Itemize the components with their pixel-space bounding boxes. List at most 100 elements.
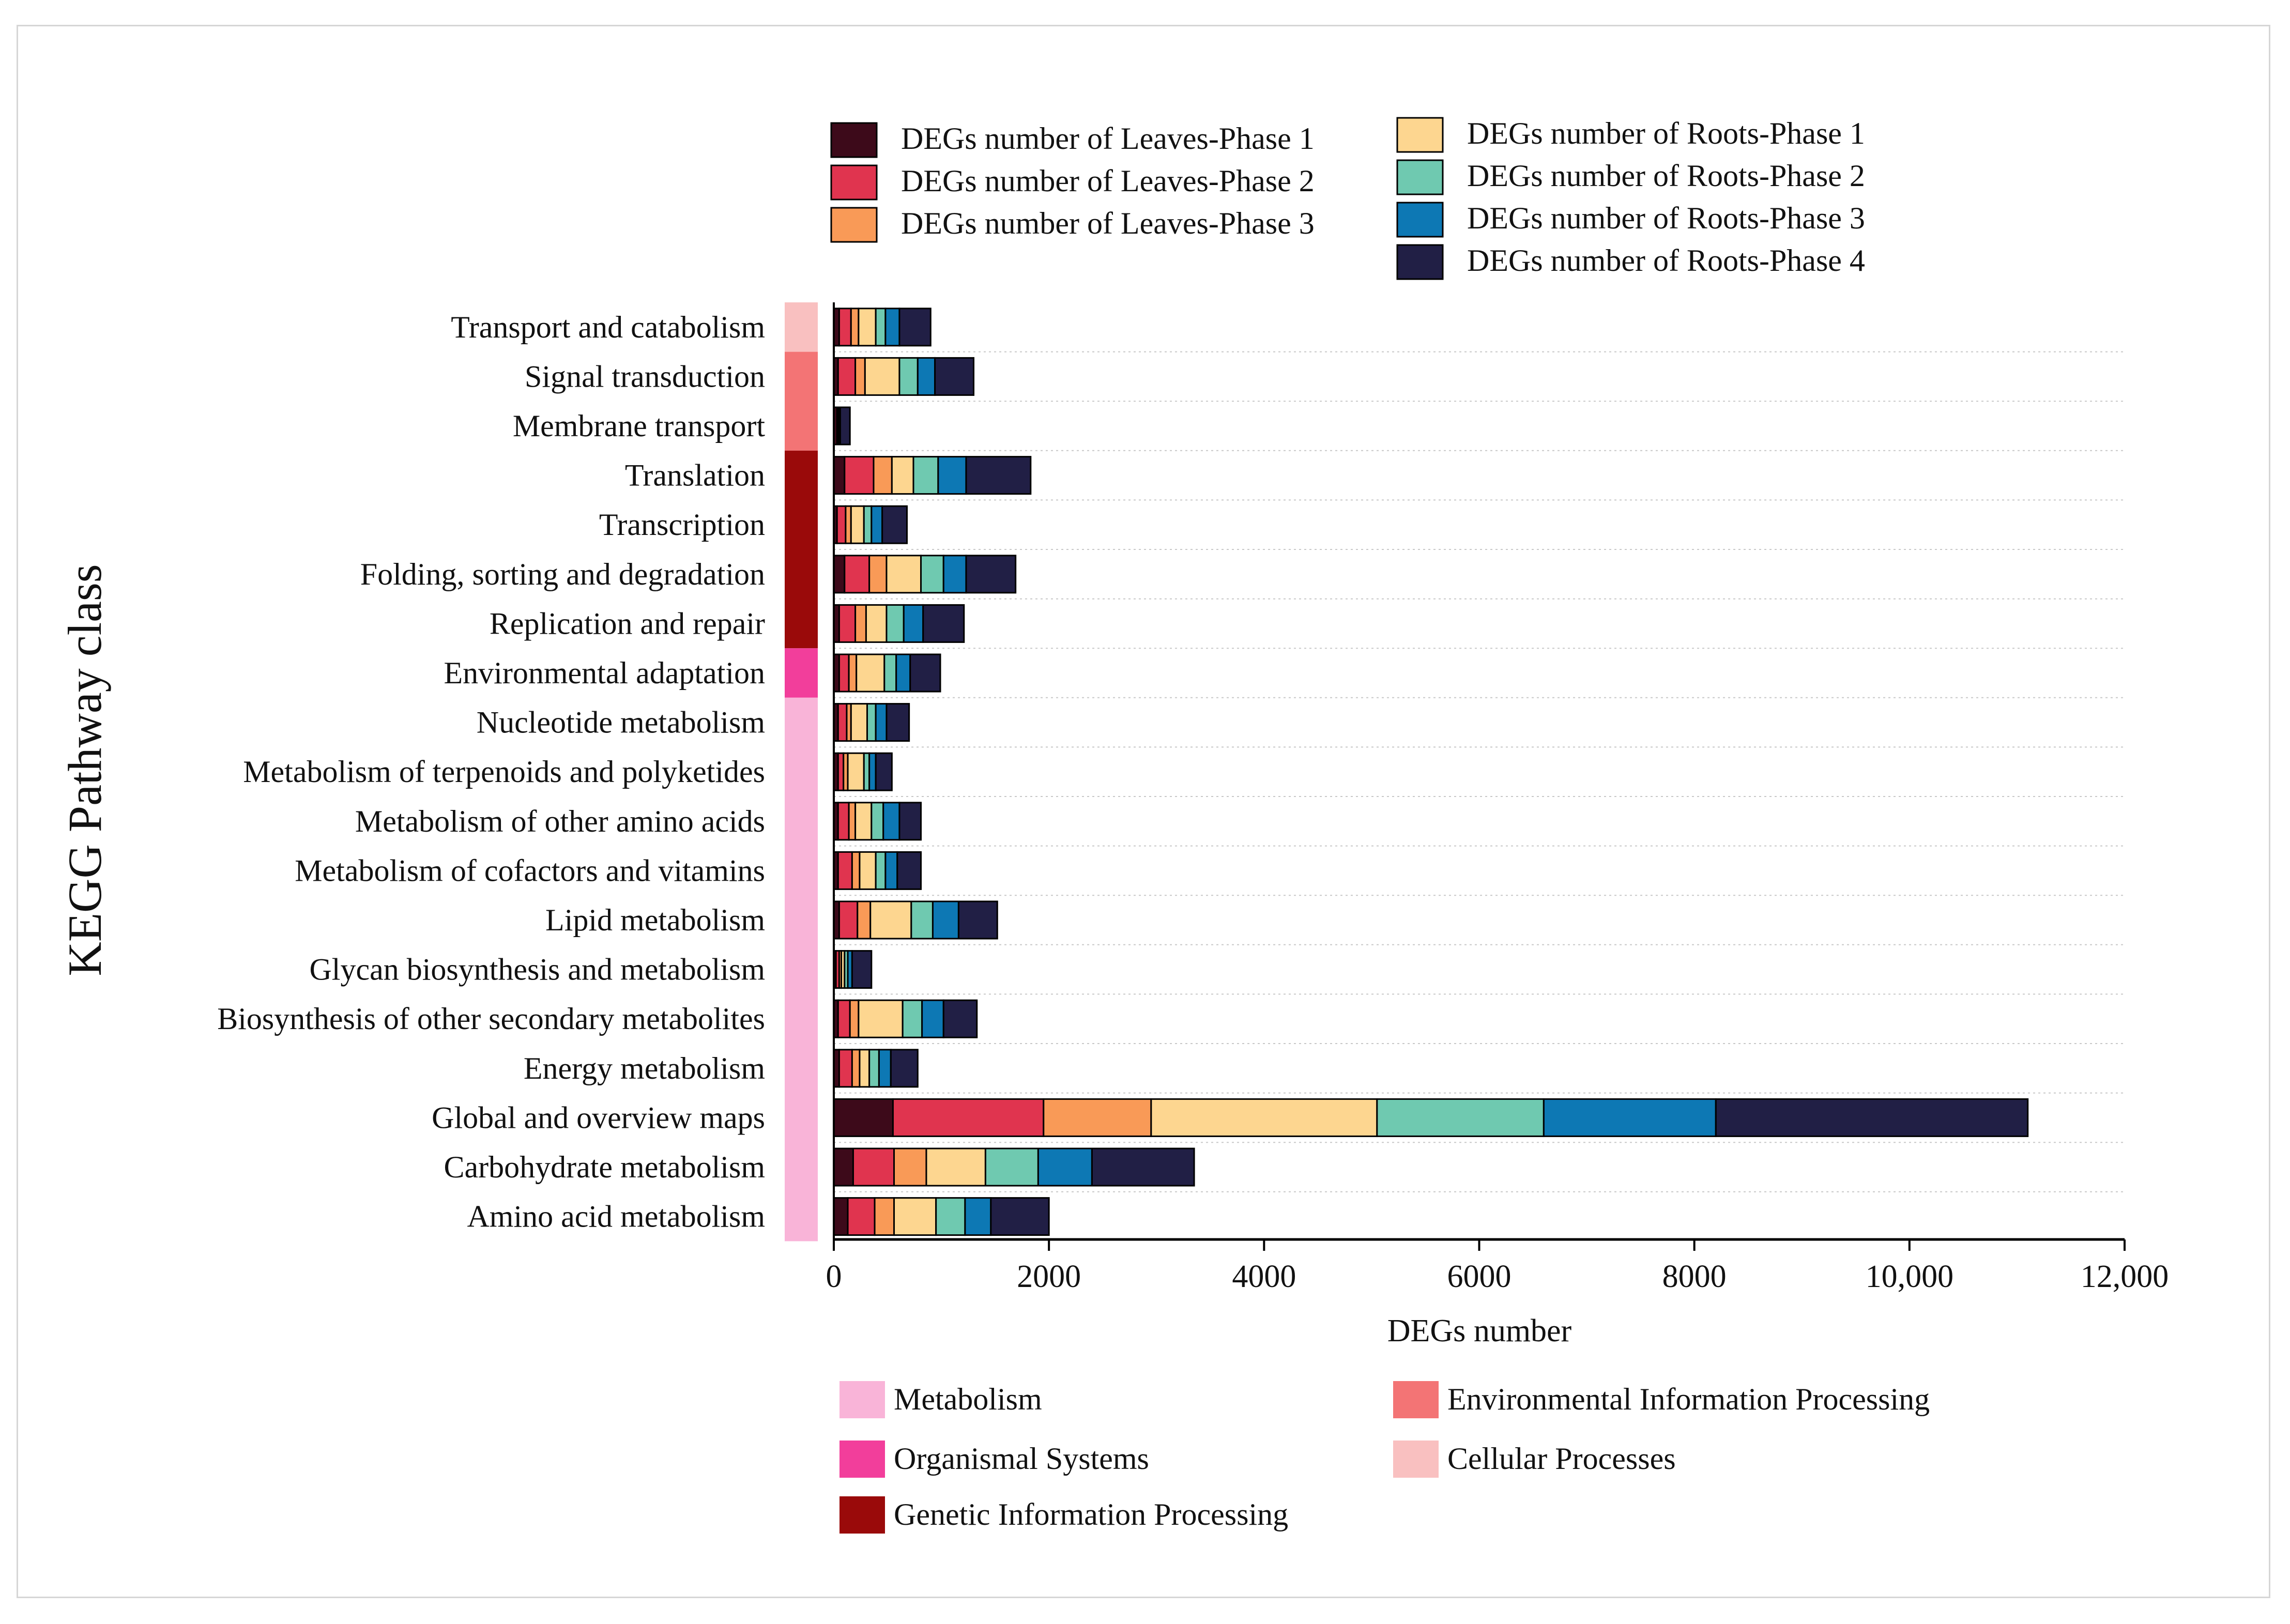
legend-swatch-s3 (830, 207, 878, 243)
bar-metabolism-of-cofactors-and-vitamins-s4 (859, 851, 877, 890)
legend-swatch-s7 (1396, 244, 1444, 280)
x-ticks: 0 2000 4000 6000 8000 10,000 12,000 (826, 1239, 2169, 1294)
legend-label-s6: DEGs number of Roots-Phase 3 (1467, 201, 1865, 235)
legend-label-s4: DEGs number of Roots-Phase 1 (1467, 116, 1865, 150)
bar-replication-and-repair-s7 (922, 604, 965, 643)
bar-replication-and-repair-s2 (838, 604, 857, 643)
legend-label-s1: DEGs number of Leaves-Phase 1 (901, 121, 1315, 156)
bar-nucleotide-metabolism-s4 (850, 703, 868, 742)
bar-translation-s7 (965, 456, 1032, 495)
bar-transport-and-catabolism-s5 (875, 308, 887, 347)
bar-metabolism-of-other-amino-acids-s3 (848, 802, 857, 841)
bar-nucleotide-metabolism-s2 (837, 703, 848, 742)
group-legend-swatch-cellular-processes (1393, 1441, 1439, 1478)
bar-signal-transduction-s5 (898, 357, 919, 396)
group-legend-swatch-organismal-systems (839, 1441, 885, 1478)
bar-lipid-metabolism-s5 (910, 900, 934, 940)
bar-biosynthesis-of-other-secondary-metabolites-s3 (849, 999, 860, 1038)
bar-membrane-transport-s7 (839, 406, 851, 446)
group-legend-label-organismal-systems: Organismal Systems (894, 1442, 1149, 1476)
bar-metabolism-of-terpenoids-and-polyketides-s4 (847, 752, 865, 791)
bar-transport-and-catabolism-s4 (858, 308, 877, 347)
bar-transport-and-catabolism-s7 (898, 308, 932, 347)
bar-transcription-s2 (836, 505, 847, 544)
x-tick-label: 4000 (1232, 1259, 1296, 1294)
bar-amino-acid-metabolism-s4 (893, 1197, 937, 1236)
bar-global-and-overview-maps-s1 (833, 1098, 894, 1137)
bar-metabolism-of-terpenoids-and-polyketides-s2 (837, 752, 845, 791)
bar-energy-metabolism-s4 (859, 1049, 871, 1088)
category-label: Translation (625, 458, 765, 493)
category-label: Transcription (599, 508, 765, 542)
bar-environmental-adaptation-s6 (895, 653, 911, 693)
bar-folding-sorting-and-degradation-s5 (920, 555, 944, 594)
group-legend-label-genetic-information-processing: Genetic Information Processing (894, 1497, 1288, 1531)
bar-signal-transduction-s6 (917, 357, 936, 396)
group-legend: Metabolism Environmental Information Proc… (839, 1381, 1930, 1534)
bar-metabolism-of-cofactors-and-vitamins-s6 (884, 851, 898, 890)
category-label: Carbohydrate metabolism (444, 1150, 765, 1184)
category-label: Lipid metabolism (545, 903, 765, 937)
group-legend-label-cellular-processes: Cellular Processes (1447, 1442, 1676, 1476)
legend-swatch-s5 (1396, 159, 1444, 195)
category-label: Global and overview maps (432, 1100, 765, 1135)
bar-amino-acid-metabolism-s2 (847, 1197, 876, 1236)
bar-metabolism-of-terpenoids-and-polyketides-s6 (868, 752, 877, 791)
legend-swatch-s6 (1396, 202, 1444, 238)
legend-label-s3: DEGs number of Leaves-Phase 3 (901, 206, 1315, 240)
bar-transcription-s5 (863, 505, 873, 544)
legend-swatch-s1 (830, 122, 878, 158)
bar-metabolism-of-terpenoids-and-polyketides-s5 (863, 752, 871, 791)
category-label: Metabolism of cofactors and vitamins (295, 853, 765, 887)
group-strip-organismal-systems (785, 648, 818, 698)
bar-signal-transduction-s2 (837, 357, 857, 396)
bar-nucleotide-metabolism-s7 (886, 703, 910, 742)
bar-carbohydrate-metabolism-s2 (852, 1147, 895, 1187)
bar-metabolism-of-other-amino-acids-s6 (882, 802, 900, 841)
bar-global-and-overview-maps-s6 (1543, 1098, 1717, 1137)
legend-swatch-s4 (1396, 117, 1444, 153)
bar-translation-s6 (937, 456, 967, 495)
bar-translation-s4 (891, 456, 914, 495)
bar-signal-transduction-s4 (864, 357, 900, 396)
bar-translation-s1 (833, 456, 846, 495)
x-tick-label: 8000 (1662, 1259, 1727, 1294)
figure-frame (17, 25, 2270, 1598)
bar-global-and-overview-maps-s2 (892, 1098, 1045, 1137)
bar-glycan-biosynthesis-and-metabolism-s7 (851, 950, 873, 989)
bar-lipid-metabolism-s4 (869, 900, 912, 940)
bar-carbohydrate-metabolism-s6 (1037, 1147, 1093, 1187)
bar-environmental-adaptation-s5 (883, 653, 897, 693)
bar-folding-sorting-and-degradation-s4 (886, 555, 922, 594)
bar-transcription-s7 (881, 505, 908, 544)
bar-metabolism-of-cofactors-and-vitamins-s3 (851, 851, 861, 890)
category-label: Membrane transport (513, 409, 766, 443)
bar-replication-and-repair-s4 (865, 604, 888, 643)
bar-translation-s2 (844, 456, 875, 495)
category-label: Energy metabolism (524, 1051, 765, 1085)
x-tick-label: 10,000 (1866, 1259, 1954, 1294)
bar-amino-acid-metabolism-s1 (833, 1197, 849, 1236)
bar-metabolism-of-other-amino-acids-s7 (898, 802, 922, 841)
bar-amino-acid-metabolism-s3 (874, 1197, 895, 1236)
bar-global-and-overview-maps-s3 (1043, 1098, 1152, 1137)
bar-lipid-metabolism-s7 (957, 900, 998, 940)
category-label: Metabolism of terpenoids and polyketides (243, 755, 765, 789)
bar-carbohydrate-metabolism-s4 (925, 1147, 986, 1187)
category-label: Signal transduction (525, 359, 765, 393)
bar-amino-acid-metabolism-s7 (990, 1197, 1050, 1236)
x-tick-label: 6000 (1447, 1259, 1512, 1294)
bar-folding-sorting-and-degradation-s3 (868, 555, 888, 594)
bar-nucleotide-metabolism-s6 (875, 703, 888, 742)
group-legend-swatch-metabolism (839, 1381, 885, 1418)
bar-metabolism-of-cofactors-and-vitamins-s5 (875, 851, 887, 890)
bar-metabolism-of-cofactors-and-vitamins-s7 (896, 851, 922, 890)
category-label: Nucleotide metabolism (477, 706, 765, 740)
category-label: Amino acid metabolism (467, 1200, 765, 1234)
bar-environmental-adaptation-s3 (848, 653, 858, 693)
group-strip-environmental-information-processing (785, 351, 818, 451)
bar-transport-and-catabolism-s2 (838, 308, 852, 347)
legend-label-s5: DEGs number of Roots-Phase 2 (1467, 159, 1865, 193)
bar-metabolism-of-cofactors-and-vitamins-s2 (837, 851, 853, 890)
bar-global-and-overview-maps-s5 (1376, 1098, 1545, 1137)
